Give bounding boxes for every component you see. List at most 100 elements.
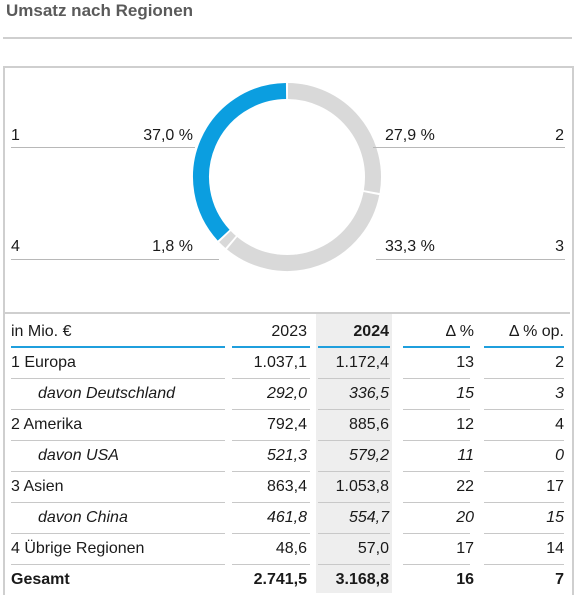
header-unit: in Mio. € [11, 323, 72, 340]
total-label: Gesamt [11, 571, 70, 588]
table-rule [403, 471, 470, 472]
table-rule [484, 564, 564, 565]
table-separator [5, 312, 570, 314]
cell-2024: 336,5 [348, 385, 389, 402]
donut-slice-2 [287, 83, 381, 193]
slice-label-1-pct: 37,0 % [143, 127, 193, 144]
cell-2024: 579,2 [348, 447, 389, 464]
cell-delta-op: 4 [555, 416, 564, 433]
cell-delta-op: 17 [546, 478, 564, 495]
cell-delta: 20 [456, 509, 474, 526]
donut-chart [193, 83, 381, 271]
chart-title: Umsatz nach Regionen [6, 1, 194, 20]
table-header: in Mio. € 2023 2024 Δ % Δ % op. [0, 316, 575, 347]
cell-2024: 554,7 [348, 509, 389, 526]
header-delta-op: Δ % op. [508, 323, 564, 340]
row-label: 3 Asien [11, 478, 64, 495]
cell-2023: 48,6 [275, 540, 307, 557]
leader-line-1 [11, 147, 195, 148]
table-rule [232, 471, 310, 472]
table-rule [484, 533, 564, 534]
table-rule [484, 346, 564, 348]
row-label: davon USA [38, 447, 119, 464]
total-delta-op: 7 [555, 571, 564, 588]
header-delta: Δ % [445, 323, 474, 340]
cell-2024: 1.053,8 [335, 478, 389, 495]
slice-label-4-pct: 1,8 % [152, 238, 193, 255]
table-rule [318, 440, 390, 441]
table-rule [318, 533, 390, 534]
slice-label-3-id: 3 [555, 238, 564, 255]
row-label: 1 Europa [11, 354, 76, 371]
table-row: davon China 461,8 554,7 20 15 [0, 502, 575, 533]
table-rule [232, 346, 310, 348]
table-total-row: Gesamt 2.741,5 3.168,8 16 7 [0, 564, 575, 595]
table-rule [11, 533, 225, 534]
table-rule [403, 346, 470, 348]
table-rule [318, 502, 390, 503]
donut-chart-area: 1 37,0 % 27,9 % 2 4 1,8 % 33,3 % 3 [0, 66, 575, 312]
row-label: 2 Amerika [11, 416, 83, 433]
slice-label-4-id: 4 [11, 238, 20, 255]
cell-delta-op: 14 [546, 540, 564, 557]
table-rule [318, 471, 390, 472]
row-label: davon China [38, 509, 128, 526]
cell-2023: 792,4 [266, 416, 307, 433]
table-row: davon USA 521,3 579,2 11 0 [0, 440, 575, 471]
table-rule [232, 440, 310, 441]
row-label: davon Deutschland [38, 385, 175, 402]
slice-label-1-id: 1 [11, 127, 20, 144]
table-rule [232, 409, 310, 410]
table-row: 2 Amerika 792,4 885,6 12 4 [0, 409, 575, 440]
header-2024: 2024 [353, 323, 389, 340]
table-rule [484, 471, 564, 472]
cell-delta-op: 2 [555, 354, 564, 371]
cell-delta-op: 0 [555, 447, 564, 464]
table-row: davon Deutschland 292,0 336,5 15 3 [0, 378, 575, 409]
table-rule [11, 471, 225, 472]
header-2023: 2023 [271, 323, 307, 340]
table-rule [403, 533, 470, 534]
donut-slice-3 [227, 191, 380, 271]
table-rule [403, 502, 470, 503]
table-rule [484, 502, 564, 503]
table-rule [403, 440, 470, 441]
table-rule [403, 378, 470, 379]
table-row: 1 Europa 1.037,1 1.172,4 13 2 [0, 347, 575, 378]
leader-line-4 [11, 259, 219, 260]
cell-delta: 13 [456, 354, 474, 371]
table-rule [403, 564, 470, 565]
column-2024-highlight [316, 314, 392, 593]
donut-slice-1 [193, 83, 287, 241]
cell-2024: 885,6 [348, 416, 389, 433]
table-rule [11, 564, 225, 565]
table-rule [318, 346, 390, 348]
slice-label-2-id: 2 [555, 127, 564, 144]
cell-delta: 22 [456, 478, 474, 495]
table-rule [318, 378, 390, 379]
slice-label-3-pct: 33,3 % [385, 238, 435, 255]
leader-line-3 [376, 259, 565, 260]
table-rule [11, 440, 225, 441]
table-rule [11, 378, 225, 379]
cell-2024: 57,0 [357, 540, 389, 557]
table-rule [484, 440, 564, 441]
cell-delta: 17 [456, 540, 474, 557]
cell-2023: 521,3 [266, 447, 307, 464]
table-rule [232, 378, 310, 379]
table-rule [484, 378, 564, 379]
cell-delta-op: 3 [555, 385, 564, 402]
table-rule [11, 409, 225, 410]
table-rule [318, 409, 390, 410]
cell-2023: 863,4 [266, 478, 307, 495]
table-rule [232, 564, 310, 565]
table-rule [232, 533, 310, 534]
table-rule [11, 502, 225, 503]
cell-2023: 461,8 [266, 509, 307, 526]
table-rule [318, 564, 390, 565]
total-2024: 3.168,8 [335, 571, 389, 588]
table-row: 4 Übrige Regionen 48,6 57,0 17 14 [0, 533, 575, 564]
cell-2023: 292,0 [266, 385, 307, 402]
cell-2024: 1.172,4 [335, 354, 389, 371]
cell-delta: 12 [456, 416, 474, 433]
